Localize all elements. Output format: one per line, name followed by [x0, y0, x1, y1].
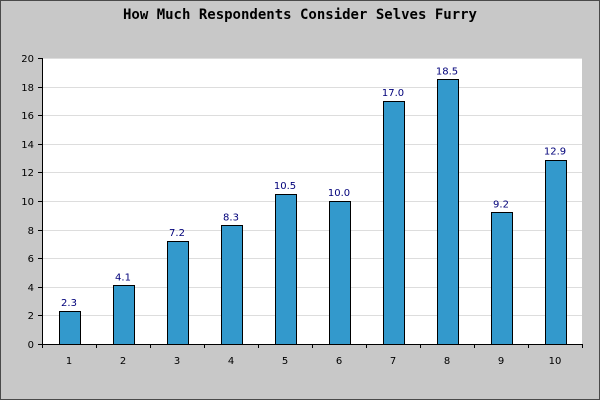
- y-tick-label: 18: [21, 83, 34, 94]
- bar-2: [113, 285, 135, 345]
- y-tick-label: 8: [28, 226, 34, 237]
- data-label-3: 7.2: [169, 228, 185, 239]
- data-label-8: 18.5: [436, 66, 458, 77]
- bar-6: [329, 201, 351, 345]
- x-tick-label: 2: [120, 356, 126, 367]
- grid-lines: [42, 58, 582, 316]
- bar-7: [383, 101, 405, 345]
- data-label-6: 10.0: [328, 188, 350, 199]
- x-tick-label: 9: [498, 356, 504, 367]
- x-tick-label: 3: [174, 356, 180, 367]
- chart-title: How Much Respondents Consider Selves Fur…: [123, 7, 478, 23]
- bar-9: [491, 212, 513, 345]
- bar-10: [545, 160, 567, 345]
- y-tick-label: 10: [21, 197, 34, 208]
- data-labels: 2.3 4.1 7.2 8.3 10.5 10.0 17.0 18.5 9.2 12.9: [61, 66, 566, 309]
- y-tick-label: 2: [28, 311, 34, 322]
- bar-3: [167, 241, 189, 345]
- bars: [59, 79, 567, 345]
- y-tick-label: 0: [28, 340, 34, 351]
- x-tick-label: 5: [282, 356, 288, 367]
- data-label-5: 10.5: [274, 181, 296, 192]
- y-tick-label: 4: [28, 283, 34, 294]
- bar-5: [275, 194, 297, 345]
- bar-8: [437, 79, 459, 345]
- x-tick-label: 10: [549, 356, 562, 367]
- y-tick-label: 14: [21, 140, 34, 151]
- x-tick-label: 6: [336, 356, 342, 367]
- y-tick-label: 16: [21, 111, 34, 122]
- y-tick-label: 6: [28, 254, 34, 265]
- data-label-2: 4.1: [115, 272, 131, 283]
- x-tick-label: 4: [228, 356, 234, 367]
- data-label-9: 9.2: [493, 199, 509, 210]
- data-label-1: 2.3: [61, 298, 77, 309]
- x-tick-label: 8: [444, 356, 450, 367]
- y-tick-label: 20: [21, 54, 34, 65]
- x-tick-label: 7: [390, 356, 396, 367]
- x-tick-label: 1: [66, 356, 72, 367]
- data-label-4: 8.3: [223, 212, 239, 223]
- bar-4: [221, 225, 243, 345]
- data-label-10: 12.9: [544, 147, 566, 158]
- y-tick-label: 12: [21, 168, 34, 179]
- data-label-7: 17.0: [382, 88, 404, 99]
- bar-1: [59, 311, 81, 345]
